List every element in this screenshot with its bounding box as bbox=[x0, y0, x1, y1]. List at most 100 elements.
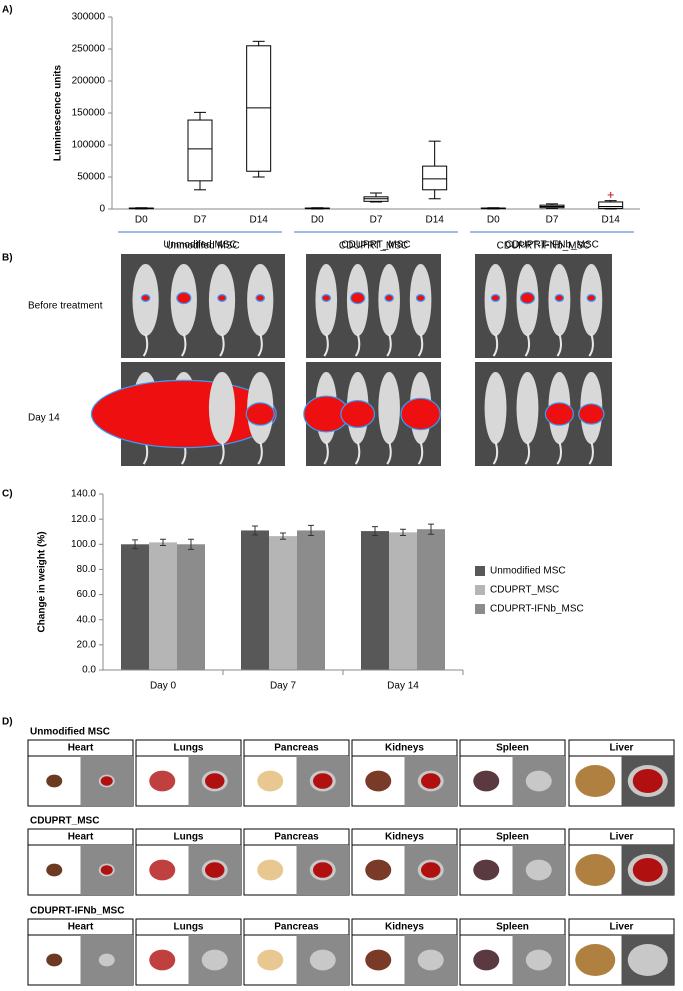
legend-swatch bbox=[475, 566, 485, 576]
signal bbox=[554, 294, 565, 302]
y-tick-label: 20.0 bbox=[77, 639, 97, 650]
mouse-tail bbox=[257, 333, 263, 357]
organ-photo bbox=[473, 949, 500, 971]
mouse-tail bbox=[386, 441, 392, 465]
group-label: CDUPRT-IFNb_MSC bbox=[30, 906, 124, 917]
mouse-tail bbox=[323, 441, 329, 465]
panel-label: C) bbox=[2, 489, 13, 500]
y-tick-label: 120.0 bbox=[71, 514, 96, 525]
error-bar bbox=[160, 538, 166, 547]
signal bbox=[544, 402, 574, 426]
organ-scan-shape bbox=[417, 949, 444, 971]
mouse-tail bbox=[588, 333, 594, 357]
group-label: CDUPRT_MSC bbox=[30, 816, 99, 827]
box bbox=[246, 45, 272, 172]
bar bbox=[241, 530, 269, 670]
organ-signal bbox=[205, 773, 225, 789]
mouse bbox=[484, 372, 507, 444]
tissue-label: Heart bbox=[68, 922, 94, 933]
organ-photo bbox=[149, 859, 176, 881]
mouse-tail bbox=[492, 441, 499, 465]
tissue-label: Liver bbox=[610, 922, 634, 933]
bar bbox=[177, 544, 205, 670]
mouse-tail bbox=[556, 333, 562, 357]
organ-photo bbox=[365, 859, 392, 881]
signal bbox=[415, 294, 426, 302]
error-bar bbox=[252, 525, 258, 536]
signal bbox=[176, 291, 192, 305]
x-tick-label: Day 0 bbox=[150, 681, 177, 692]
x-tick-label: D14 bbox=[601, 215, 620, 226]
box bbox=[422, 165, 448, 191]
box bbox=[598, 201, 624, 209]
mouse-tail bbox=[524, 333, 531, 357]
organ-scan-shape bbox=[525, 770, 552, 792]
organ-photo bbox=[257, 949, 284, 971]
organ-photo bbox=[575, 944, 616, 976]
y-tick-label: 0.0 bbox=[82, 665, 96, 676]
error-bar bbox=[428, 523, 434, 535]
panel-label: D) bbox=[2, 717, 13, 728]
organ-signal bbox=[313, 773, 333, 789]
signal bbox=[140, 294, 151, 302]
row-label: Before treatment bbox=[28, 301, 103, 312]
y-tick-label: 50000 bbox=[77, 172, 105, 183]
bar bbox=[361, 531, 389, 670]
bar bbox=[389, 532, 417, 670]
tissue-label: Lungs bbox=[174, 922, 204, 933]
tissue-label: Pancreas bbox=[274, 922, 319, 933]
mouse-tail bbox=[142, 333, 149, 357]
organ-photo bbox=[473, 859, 500, 881]
mouse-tail bbox=[257, 441, 263, 465]
x-tick-label: Day 14 bbox=[387, 681, 419, 692]
bar bbox=[149, 542, 177, 670]
x-tick-label: Day 7 bbox=[270, 681, 297, 692]
error-bar bbox=[308, 524, 314, 536]
organ-scan-shape bbox=[627, 944, 668, 976]
legend-label: CDUPRT-IFNb_MSC bbox=[490, 604, 584, 615]
error-bar bbox=[372, 526, 378, 536]
signal bbox=[350, 291, 366, 305]
mouse-tail bbox=[417, 333, 424, 357]
tissue-label: Spleen bbox=[496, 743, 529, 754]
mouse-tail bbox=[556, 441, 562, 465]
mouse-tail bbox=[354, 441, 361, 465]
x-tick-label: D0 bbox=[135, 215, 148, 226]
organ-scan-shape bbox=[309, 949, 336, 971]
column-label: CDUPRT-IFNb_MSC bbox=[497, 241, 591, 252]
error-bar bbox=[188, 538, 194, 550]
organ-signal bbox=[632, 858, 663, 882]
organ-photo bbox=[46, 953, 63, 967]
y-tick-label: 250000 bbox=[72, 44, 106, 55]
mouse-tail bbox=[180, 333, 187, 357]
tissue-label: Spleen bbox=[496, 832, 529, 843]
organ-scan-shape bbox=[98, 953, 115, 967]
organ-signal bbox=[632, 769, 663, 793]
row-label: Day 14 bbox=[28, 413, 60, 424]
outlier bbox=[607, 191, 614, 198]
bar bbox=[297, 530, 325, 670]
legend-swatch bbox=[475, 604, 485, 614]
signal bbox=[578, 403, 605, 425]
organ-photo bbox=[365, 770, 392, 792]
bar bbox=[417, 529, 445, 670]
tissue-label: Liver bbox=[610, 832, 634, 843]
signal bbox=[586, 294, 597, 302]
legend-label: Unmodified MSC bbox=[490, 566, 566, 577]
error-bar bbox=[400, 528, 406, 536]
mouse-tail bbox=[219, 333, 225, 357]
mouse-tail bbox=[492, 333, 499, 357]
organ-signal bbox=[421, 773, 441, 789]
signal bbox=[519, 291, 536, 305]
x-tick-label: D0 bbox=[487, 215, 500, 226]
signal bbox=[321, 294, 332, 302]
tissue-label: Lungs bbox=[174, 832, 204, 843]
x-tick-label: D7 bbox=[194, 215, 207, 226]
organ-signal bbox=[313, 862, 333, 878]
signal bbox=[490, 294, 501, 302]
tissue-label: Spleen bbox=[496, 922, 529, 933]
mouse-tail bbox=[354, 333, 361, 357]
signal bbox=[400, 397, 441, 431]
tissue-label: Kidneys bbox=[385, 922, 424, 933]
organ-photo bbox=[257, 859, 284, 881]
